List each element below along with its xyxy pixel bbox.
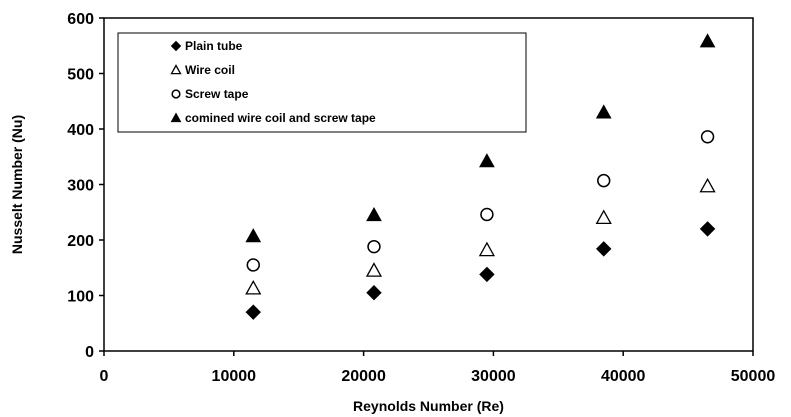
data-point [479, 153, 495, 168]
data-point [478, 241, 496, 257]
legend-label: Plain tube [185, 39, 243, 53]
legend-marker [170, 40, 182, 52]
series-1 [245, 177, 716, 295]
legend-marker [170, 112, 182, 123]
data-point [245, 304, 261, 320]
y-tick-label: 300 [67, 178, 94, 195]
x-tick-label: 10000 [212, 368, 257, 385]
y-tick-label: 500 [67, 67, 94, 84]
y-tick-label: 100 [67, 289, 94, 306]
legend-item: Wire coil [170, 63, 235, 77]
data-markers [245, 33, 716, 320]
x-tick-label: 40000 [601, 368, 646, 385]
x-axis-title: Reynolds Number (Re) [353, 398, 504, 414]
data-point [366, 285, 382, 301]
legend-marker [171, 89, 181, 99]
series-0 [245, 221, 716, 320]
legend-box [117, 32, 527, 133]
legend-item: Plain tube [170, 39, 243, 53]
legend-label: comined wire coil and screw tape [185, 111, 376, 125]
data-point [365, 262, 383, 277]
x-axis-ticks: 0 10000 20000 30000 40000 50000 [100, 351, 776, 385]
y-tick-label: 200 [67, 233, 94, 250]
data-point [595, 104, 612, 119]
x-tick-label: 0 [100, 368, 109, 385]
data-point [699, 177, 716, 193]
x-tick-label: 50000 [731, 368, 776, 385]
data-point [699, 221, 716, 237]
y-tick-label: 0 [85, 344, 94, 361]
data-point [595, 209, 612, 225]
data-point [597, 173, 611, 188]
y-tick-label: 600 [67, 11, 94, 28]
legend-item: Screw tape [171, 87, 249, 101]
data-point [367, 239, 381, 254]
x-tick-label: 20000 [341, 368, 386, 385]
x-tick-label: 30000 [471, 368, 516, 385]
data-point [366, 206, 382, 222]
y-tick-label: 400 [67, 122, 94, 139]
data-point [700, 130, 715, 144]
y-axis-title: Nusselt Number (Nu) [9, 115, 25, 254]
legend-label: Screw tape [185, 87, 249, 101]
legend-label: Wire coil [185, 63, 235, 77]
legend: Plain tube Wire coil Screw tape comined wir… [117, 32, 527, 133]
data-point [245, 279, 262, 295]
y-axis-ticks: 0 100 200 300 400 500 600 [67, 11, 104, 361]
data-point [245, 228, 262, 243]
legend-item: comined wire coil and screw tape [170, 111, 376, 125]
data-point [596, 241, 612, 257]
data-point [699, 33, 716, 48]
data-point [479, 266, 495, 283]
series-2 [246, 130, 715, 272]
series-3 [245, 33, 716, 243]
data-point [480, 207, 494, 222]
legend-marker [170, 64, 182, 75]
data-point [246, 258, 260, 272]
